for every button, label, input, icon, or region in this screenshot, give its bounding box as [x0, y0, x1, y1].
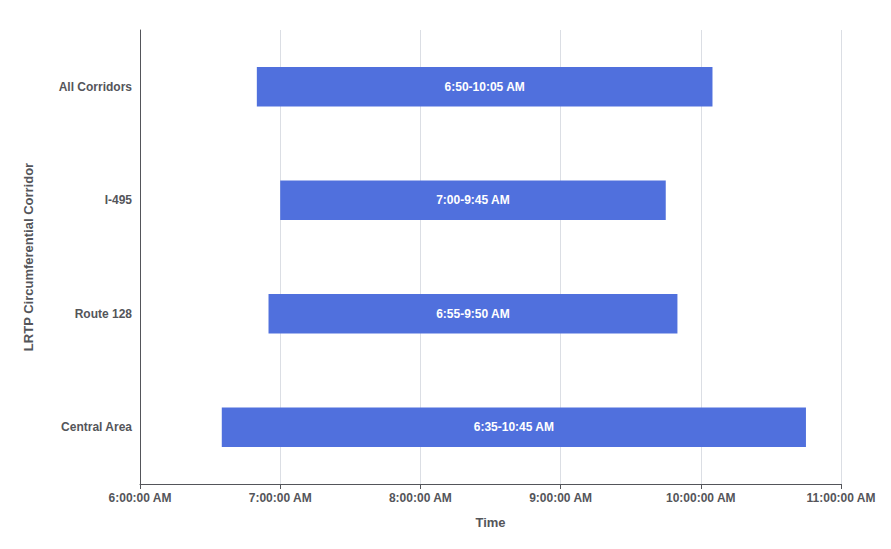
svg-text:I-495: I-495: [105, 193, 133, 207]
svg-text:6:35-10:45 AM: 6:35-10:45 AM: [474, 420, 554, 434]
svg-text:10:00:00 AM: 10:00:00 AM: [666, 491, 736, 505]
svg-text:6:00:00 AM: 6:00:00 AM: [109, 491, 172, 505]
svg-text:Time: Time: [475, 515, 505, 530]
svg-text:All Corridors: All Corridors: [59, 80, 133, 94]
svg-text:7:00:00 AM: 7:00:00 AM: [249, 491, 312, 505]
svg-text:Central Area: Central Area: [61, 420, 132, 434]
svg-text:11:00:00 AM: 11:00:00 AM: [807, 491, 876, 505]
svg-text:7:00-9:45 AM: 7:00-9:45 AM: [436, 193, 510, 207]
svg-text:Route 128: Route 128: [75, 307, 133, 321]
svg-text:LRTP Circumferential Corridor: LRTP Circumferential Corridor: [21, 163, 36, 351]
svg-text:6:50-10:05 AM: 6:50-10:05 AM: [445, 80, 525, 94]
svg-text:6:55-9:50 AM: 6:55-9:50 AM: [436, 307, 510, 321]
svg-text:8:00:00 AM: 8:00:00 AM: [389, 491, 452, 505]
svg-text:9:00:00 AM: 9:00:00 AM: [529, 491, 592, 505]
